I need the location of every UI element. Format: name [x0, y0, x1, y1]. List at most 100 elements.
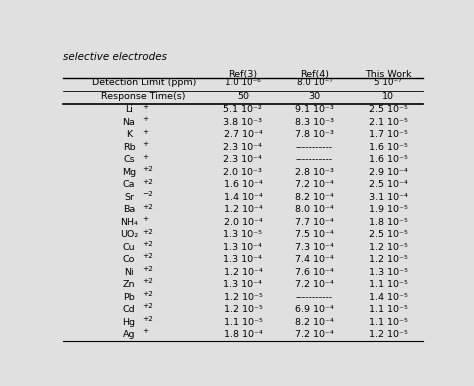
Text: -----------: ----------- [296, 156, 333, 164]
Text: 10: 10 [382, 92, 394, 101]
Text: Zn: Zn [123, 280, 135, 289]
Text: 1.0 10⁻⁶: 1.0 10⁻⁶ [225, 78, 261, 87]
Text: 7.3 10⁻⁴: 7.3 10⁻⁴ [295, 243, 334, 252]
Text: K: K [126, 130, 132, 139]
Text: 7.2 10⁻⁴: 7.2 10⁻⁴ [295, 330, 334, 339]
Text: 1.3 10⁻⁴: 1.3 10⁻⁴ [223, 280, 263, 289]
Text: Hg: Hg [123, 318, 136, 327]
Text: +2: +2 [142, 241, 153, 247]
Text: 2.1 10⁻⁵: 2.1 10⁻⁵ [369, 118, 408, 127]
Text: 7.6 10⁻⁴: 7.6 10⁻⁴ [295, 268, 334, 277]
Text: 1.3 10⁻⁵: 1.3 10⁻⁵ [369, 268, 408, 277]
Text: 1.9 10⁻⁵: 1.9 10⁻⁵ [369, 205, 408, 214]
Text: 1.3 10⁻⁴: 1.3 10⁻⁴ [223, 255, 263, 264]
Text: 1.1 10⁻⁵: 1.1 10⁻⁵ [369, 318, 408, 327]
Text: 1.1 10⁻⁵: 1.1 10⁻⁵ [224, 318, 262, 327]
Text: 2.5 10⁻⁵: 2.5 10⁻⁵ [369, 105, 408, 115]
Text: UO₂: UO₂ [120, 230, 138, 239]
Text: 1.1 10⁻⁵: 1.1 10⁻⁵ [369, 280, 408, 289]
Text: Co: Co [123, 255, 135, 264]
Text: 8.2 10⁻⁴: 8.2 10⁻⁴ [295, 193, 334, 202]
Text: +2: +2 [142, 166, 153, 172]
Text: Pb: Pb [123, 293, 135, 302]
Text: 1.2 10⁻⁴: 1.2 10⁻⁴ [224, 268, 262, 277]
Text: 2.3 10⁻⁴: 2.3 10⁻⁴ [223, 143, 263, 152]
Text: 3.8 10⁻³: 3.8 10⁻³ [223, 118, 263, 127]
Text: 1.3 10⁻⁵: 1.3 10⁻⁵ [223, 230, 263, 239]
Text: +: + [142, 216, 148, 222]
Text: 8.3 10⁻³: 8.3 10⁻³ [295, 118, 334, 127]
Text: 1.2 10⁻⁵: 1.2 10⁻⁵ [369, 330, 408, 339]
Text: Rb: Rb [123, 143, 136, 152]
Text: 8.0 10⁻⁴: 8.0 10⁻⁴ [295, 205, 334, 214]
Text: 3.1 10⁻⁴: 3.1 10⁻⁴ [369, 193, 408, 202]
Text: 1.6 10⁻⁴: 1.6 10⁻⁴ [224, 180, 262, 190]
Text: 7.8 10⁻³: 7.8 10⁻³ [295, 130, 334, 139]
Text: -----------: ----------- [296, 293, 333, 302]
Text: +: + [142, 154, 148, 160]
Text: Na: Na [123, 118, 136, 127]
Text: +: + [142, 104, 148, 110]
Text: 1.3 10⁻⁴: 1.3 10⁻⁴ [223, 243, 263, 252]
Text: 1.2 10⁻⁴: 1.2 10⁻⁴ [224, 205, 262, 214]
Text: Cu: Cu [123, 243, 136, 252]
Text: 2.8 10⁻³: 2.8 10⁻³ [295, 168, 334, 177]
Text: +: + [142, 328, 148, 334]
Text: 1.6 10⁻⁵: 1.6 10⁻⁵ [369, 156, 408, 164]
Text: NH₄: NH₄ [120, 218, 138, 227]
Text: 1.8 10⁻⁴: 1.8 10⁻⁴ [224, 330, 262, 339]
Text: 5 10⁻⁷: 5 10⁻⁷ [374, 78, 402, 87]
Text: 1.2 10⁻⁵: 1.2 10⁻⁵ [224, 293, 262, 302]
Text: +: + [142, 129, 148, 135]
Text: 2.3 10⁻⁴: 2.3 10⁻⁴ [223, 156, 263, 164]
Text: +2: +2 [142, 278, 153, 284]
Text: +2: +2 [142, 291, 153, 297]
Text: Ca: Ca [123, 180, 135, 190]
Text: 7.4 10⁻⁴: 7.4 10⁻⁴ [295, 255, 334, 264]
Text: 8.0 10⁻⁷: 8.0 10⁻⁷ [297, 78, 332, 87]
Text: 7.5 10⁻⁴: 7.5 10⁻⁴ [295, 230, 334, 239]
Text: +2: +2 [142, 254, 153, 259]
Text: 1.7 10⁻⁵: 1.7 10⁻⁵ [369, 130, 408, 139]
Text: 1.6 10⁻⁵: 1.6 10⁻⁵ [369, 143, 408, 152]
Text: 6.9 10⁻⁴: 6.9 10⁻⁴ [295, 305, 334, 314]
Text: Li: Li [125, 105, 133, 115]
Text: Cd: Cd [123, 305, 136, 314]
Text: +2: +2 [142, 229, 153, 235]
Text: 50: 50 [237, 92, 249, 101]
Text: 1.1 10⁻⁵: 1.1 10⁻⁵ [369, 305, 408, 314]
Text: +: + [142, 141, 148, 147]
Text: -----------: ----------- [296, 143, 333, 152]
Text: 2.7 10⁻⁴: 2.7 10⁻⁴ [224, 130, 262, 139]
Text: 2.0 10⁻³: 2.0 10⁻³ [223, 168, 263, 177]
Text: Ba: Ba [123, 205, 135, 214]
Text: Mg: Mg [122, 168, 136, 177]
Text: 1.2 10⁻⁵: 1.2 10⁻⁵ [369, 243, 408, 252]
Text: 7.2 10⁻⁴: 7.2 10⁻⁴ [295, 180, 334, 190]
Text: −2: −2 [142, 191, 153, 197]
Text: Detection Limit (ppm): Detection Limit (ppm) [91, 78, 196, 87]
Text: Response Time(s): Response Time(s) [101, 92, 186, 101]
Text: +2: +2 [142, 203, 153, 210]
Text: +: + [142, 116, 148, 122]
Text: 1.2 10⁻⁵: 1.2 10⁻⁵ [224, 305, 262, 314]
Text: +2: +2 [142, 316, 153, 322]
Text: 5.1 10⁻²: 5.1 10⁻² [223, 105, 263, 115]
Text: +2: +2 [142, 266, 153, 272]
Text: 30: 30 [309, 92, 320, 101]
Text: This Work: This Work [365, 70, 411, 79]
Text: 1.4 10⁻⁴: 1.4 10⁻⁴ [224, 193, 262, 202]
Text: selective electrodes: selective electrodes [63, 52, 167, 62]
Text: 9.1 10⁻³: 9.1 10⁻³ [295, 105, 334, 115]
Text: 2.9 10⁻⁴: 2.9 10⁻⁴ [369, 168, 408, 177]
Text: 1.2 10⁻⁵: 1.2 10⁻⁵ [369, 255, 408, 264]
Text: Cs: Cs [123, 156, 135, 164]
Text: 2.5 10⁻⁵: 2.5 10⁻⁵ [369, 230, 408, 239]
Text: Ni: Ni [124, 268, 134, 277]
Text: Sr: Sr [124, 193, 134, 202]
Text: 1.8 10⁻⁵: 1.8 10⁻⁵ [369, 218, 408, 227]
Text: Ref(4): Ref(4) [300, 70, 329, 79]
Text: 7.2 10⁻⁴: 7.2 10⁻⁴ [295, 280, 334, 289]
Text: 7.7 10⁻⁴: 7.7 10⁻⁴ [295, 218, 334, 227]
Text: +2: +2 [142, 303, 153, 310]
